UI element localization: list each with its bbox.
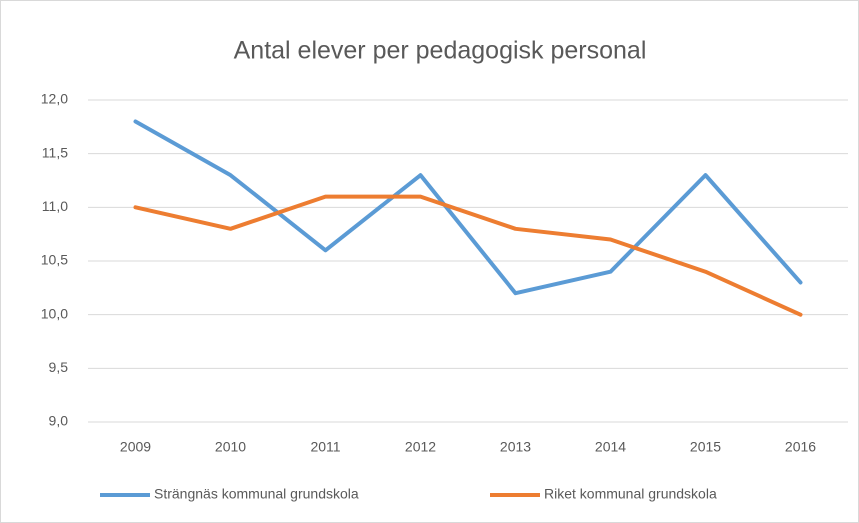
- x-tick-label: 2009: [120, 439, 151, 455]
- y-tick-label: 12,0: [41, 91, 68, 107]
- y-tick-label: 9,0: [49, 413, 69, 429]
- series-line: [133, 194, 803, 317]
- chart-title: Antal elever per pedagogisk personal: [234, 37, 647, 65]
- legend-label: Riket kommunal grundskola: [544, 486, 717, 502]
- x-tick-label: 2013: [500, 439, 531, 455]
- y-tick-label: 11,0: [42, 198, 68, 214]
- x-tick-label: 2016: [785, 439, 816, 455]
- x-tick-label: 2011: [310, 439, 340, 455]
- y-tick-label: 11,5: [42, 144, 68, 160]
- x-tick-label: 2010: [215, 439, 246, 455]
- legend-label: Strängnäs kommunal grundskola: [154, 486, 359, 502]
- y-tick-label: 9,5: [49, 359, 69, 375]
- y-tick-label: 10,0: [41, 305, 68, 321]
- x-tick-label: 2012: [405, 439, 436, 455]
- x-tick-label: 2015: [690, 439, 721, 455]
- y-tick-label: 10,5: [41, 252, 68, 268]
- series-line: [133, 119, 803, 296]
- x-tick-label: 2014: [595, 439, 626, 455]
